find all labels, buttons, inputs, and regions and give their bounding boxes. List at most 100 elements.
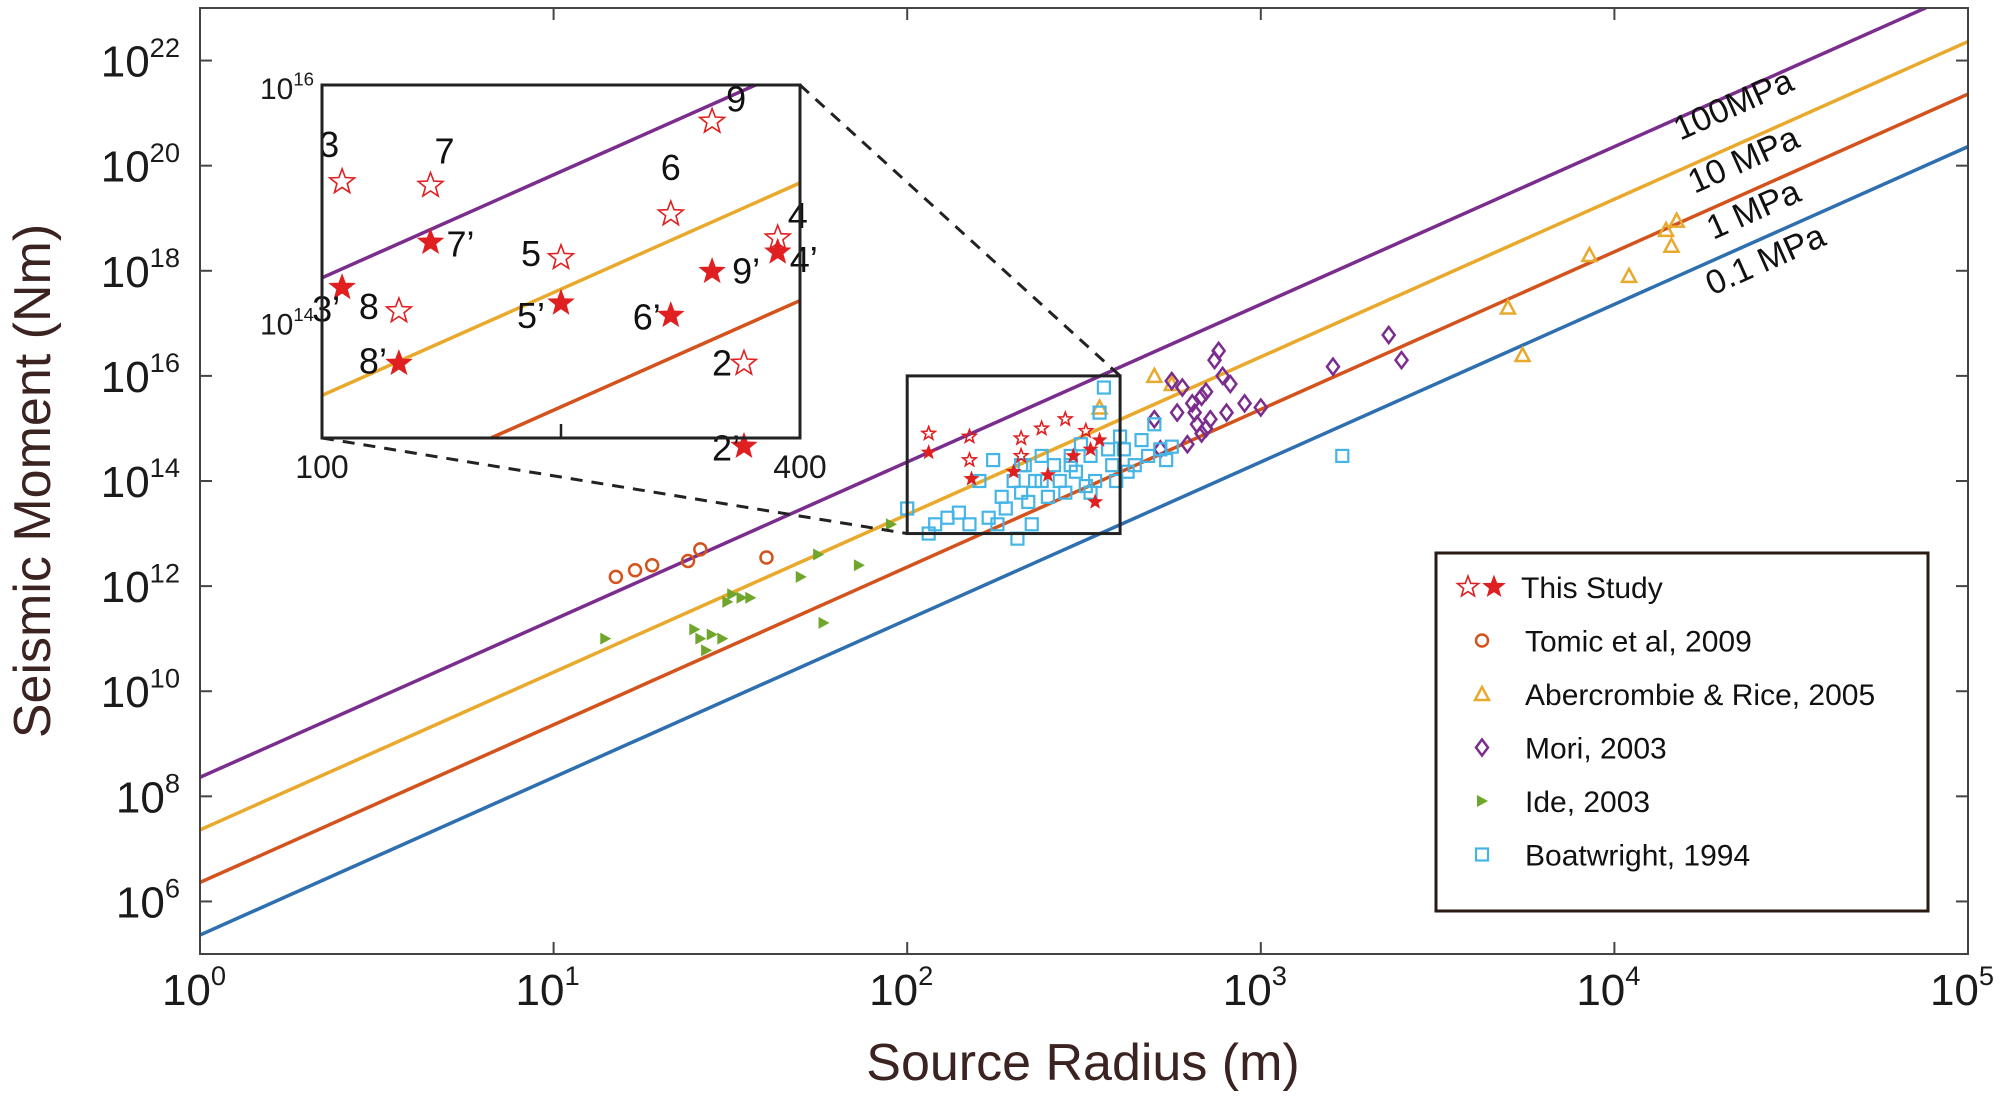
data-point	[920, 443, 937, 460]
data-point	[1393, 349, 1410, 371]
inset-star	[764, 237, 792, 264]
axis-ticks	[199, 8, 1969, 954]
inset-point-label: 3’	[312, 289, 340, 330]
inset-point-label: 4’	[790, 239, 818, 280]
legend-marker	[1474, 633, 1490, 648]
data-point	[1184, 393, 1200, 414]
data-point	[986, 452, 1001, 468]
legend-marker	[1472, 684, 1492, 702]
legend: This Study Tomic et al, 2009 Abercrombie &…	[1434, 551, 1930, 913]
inset-point-label: 7	[435, 130, 455, 171]
data-point	[701, 644, 713, 657]
y-tick-label: 1012	[101, 557, 180, 612]
data-point	[1039, 466, 1056, 482]
data-point	[736, 591, 748, 604]
data-point	[680, 553, 696, 569]
data-point	[745, 591, 757, 604]
inset-point-label: 3	[319, 124, 339, 165]
legend-label: Abercrombie & Rice, 2005	[1525, 679, 1875, 712]
zoom-box	[905, 374, 1122, 536]
data-point	[1662, 236, 1681, 253]
y-tick-label: 1016	[101, 347, 180, 402]
inset-star	[416, 170, 446, 198]
data-point	[693, 542, 708, 557]
data-point	[963, 470, 980, 486]
data-point	[813, 548, 825, 561]
inset-star	[384, 295, 414, 324]
x-tick-label: 102	[869, 960, 933, 1015]
y-axis-title: Seismic Moment (Nm)	[4, 224, 62, 738]
data-point	[1056, 409, 1075, 427]
data-point	[1335, 448, 1350, 464]
data-point	[1164, 439, 1179, 454]
y-tick-labels: 106 108 1010 1012 1014 1016 1018 1020 1022	[101, 32, 180, 928]
data-point	[818, 616, 830, 629]
data-point	[1058, 485, 1073, 500]
data-point	[886, 518, 898, 531]
inset-point-label: 6	[661, 147, 681, 188]
inset-point-label: 9	[726, 78, 746, 119]
data-point	[1145, 366, 1164, 384]
data-point	[1164, 370, 1180, 392]
legend-marker	[1474, 737, 1490, 758]
data-point	[1091, 431, 1108, 447]
inset-point-label: 8’	[359, 340, 387, 381]
legend-items: This Study Tomic et al, 2009 Abercrombie &…	[1455, 572, 1875, 873]
data-point	[1014, 485, 1029, 500]
inset-star	[729, 348, 759, 376]
inset-star	[328, 273, 356, 300]
data-markers	[600, 210, 1686, 657]
stress-line	[200, 145, 1968, 937]
data-point	[1083, 485, 1098, 500]
data-point	[706, 628, 718, 641]
data-point	[1187, 402, 1203, 423]
data-point	[1101, 442, 1116, 457]
x-tick-labels: 100 101 102 103 104 105	[162, 960, 1994, 1015]
inset-point-label: 7’	[447, 223, 475, 264]
data-point	[1012, 429, 1030, 446]
data-point	[717, 632, 729, 645]
data-point	[1253, 397, 1269, 418]
inset-star	[327, 166, 357, 195]
data-point	[960, 427, 979, 445]
inset-star	[730, 431, 758, 458]
data-point	[600, 632, 612, 645]
zoom-connector	[321, 83, 1122, 536]
data-point	[1109, 473, 1124, 489]
inset-star	[416, 227, 445, 255]
data-point	[1105, 458, 1120, 473]
x-tick-label: 101	[516, 960, 580, 1015]
y-tick-label: 1022	[101, 32, 180, 87]
data-point	[1005, 463, 1022, 479]
data-point	[644, 557, 660, 573]
data-point	[1146, 409, 1162, 430]
data-point	[1032, 419, 1051, 436]
data-point	[1498, 297, 1518, 315]
data-point	[1065, 447, 1082, 463]
x-axis-title: Source Radius (m)	[866, 1034, 1299, 1092]
data-point	[1087, 493, 1104, 509]
legend-box	[1434, 551, 1930, 913]
data-point	[1096, 380, 1112, 395]
data-point	[1381, 324, 1397, 346]
data-point	[1012, 446, 1030, 464]
legend-label: Ide, 2003	[1525, 786, 1650, 819]
y-tick-label: 1020	[101, 137, 180, 192]
data-point	[919, 424, 938, 442]
data-point	[1159, 452, 1174, 468]
inset-markers: 3 3’ 7 7’ 8 8’ 5 5’ 6 6’ 9 9’ 44’ 2 2’	[312, 78, 818, 468]
legend-marker	[1474, 847, 1490, 862]
data-point	[1169, 402, 1185, 423]
legend-label: Boatwright, 1994	[1525, 840, 1750, 873]
zoom-connector-line	[798, 83, 1122, 377]
inset-x-tick-label: 400	[773, 449, 826, 485]
data-point	[689, 623, 701, 636]
data-point	[1174, 377, 1190, 398]
data-point	[1021, 494, 1036, 510]
y-tick-label: 108	[116, 768, 180, 823]
data-point	[1198, 418, 1214, 439]
inset-star	[698, 257, 726, 284]
data-point	[1513, 345, 1532, 363]
data-point	[1046, 458, 1062, 473]
